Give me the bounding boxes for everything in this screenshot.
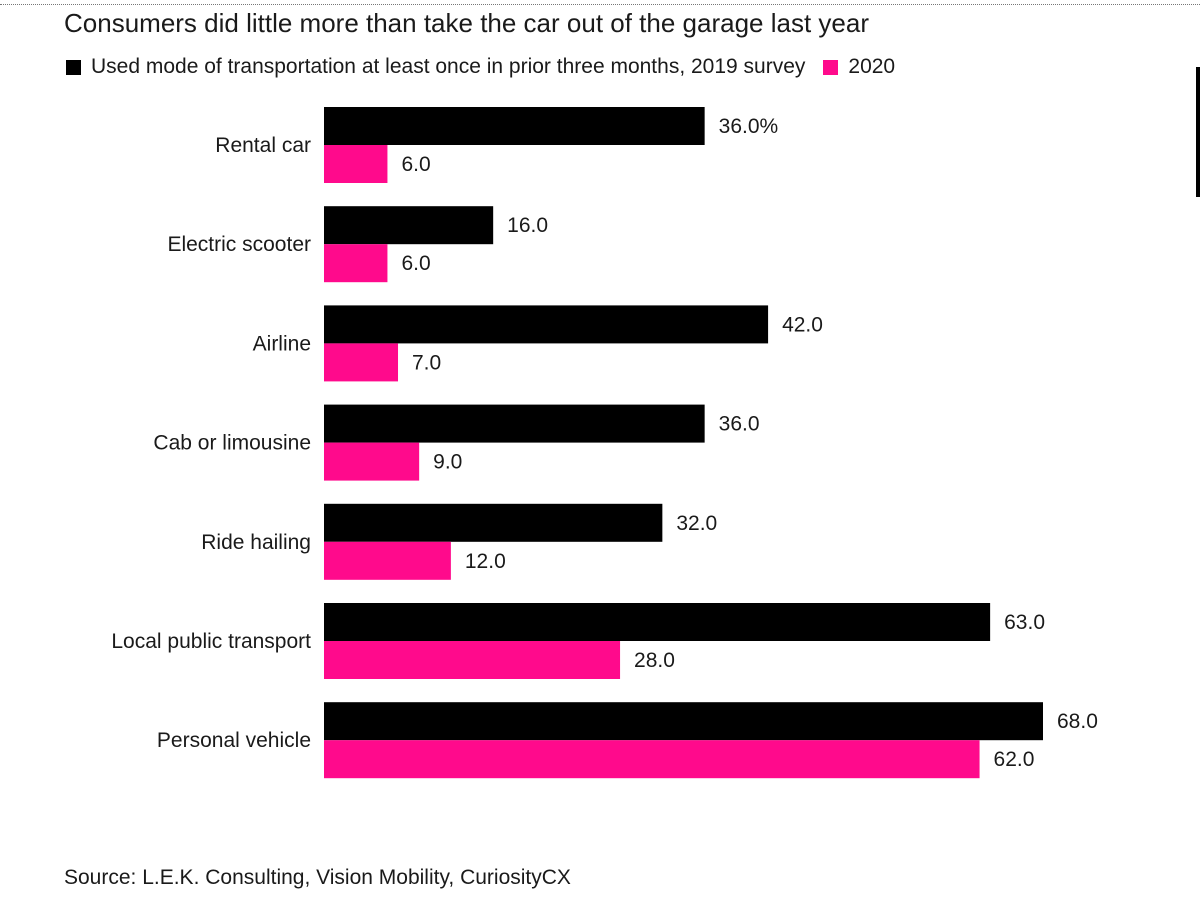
category-label-ride-hailing: Ride hailing [201, 531, 311, 554]
value-label-2020-rental-car: 6.0 [401, 153, 430, 176]
legend-swatch-2019 [66, 59, 81, 75]
bar-2020-ride-hailing [324, 541, 451, 580]
bar-2019-cab-or-limousine [324, 404, 705, 443]
side-accent-bar [1196, 67, 1200, 197]
category-label-airline: Airline [253, 332, 311, 355]
bar-2020-cab-or-limousine [324, 442, 420, 481]
value-label-2019-local-public-transport: 63.0 [1004, 611, 1045, 634]
value-label-2020-personal-vehicle: 62.0 [994, 748, 1035, 771]
value-label-2020-ride-hailing: 12.0 [465, 550, 506, 573]
value-label-2019-ride-hailing: 32.0 [676, 512, 717, 535]
value-label-2020-airline: 7.0 [412, 351, 441, 374]
category-label-personal-vehicle: Personal vehicle [157, 729, 311, 752]
value-label-2020-cab-or-limousine: 9.0 [433, 451, 462, 474]
chart-title: Consumers did little more than take the … [64, 8, 869, 38]
category-label-rental-car: Rental car [215, 134, 311, 157]
value-label-2019-rental-car: 36.0% [719, 115, 779, 138]
bar-2020-rental-car [324, 145, 388, 183]
legend-entry-2019: Used mode of transportation at least onc… [66, 55, 805, 79]
value-label-2019-personal-vehicle: 68.0 [1057, 710, 1098, 733]
bar-2019-personal-vehicle [324, 702, 1043, 741]
value-label-2019-cab-or-limousine: 36.0 [719, 413, 760, 436]
legend-entry-2020: 2020 [823, 55, 895, 79]
value-label-2020-local-public-transport: 28.0 [634, 649, 675, 672]
legend-label-2020: 2020 [848, 55, 896, 78]
legend: Used mode of transportation at least onc… [66, 55, 895, 79]
legend-label-2019: Used mode of transportation at least onc… [91, 55, 806, 78]
bar-2019-local-public-transport [324, 603, 991, 641]
bar-2020-local-public-transport [324, 641, 621, 679]
legend-swatch-2020 [823, 59, 839, 75]
bar-2019-airline [324, 305, 769, 344]
category-label-cab-or-limousine: Cab or limousine [153, 432, 311, 455]
bar-2019-electric-scooter [324, 206, 494, 245]
bar-2019-ride-hailing [324, 503, 663, 542]
category-label-local-public-transport: Local public transport [111, 630, 311, 653]
value-label-2019-electric-scooter: 16.0 [507, 214, 548, 237]
bar-2020-personal-vehicle [324, 740, 980, 779]
category-label-electric-scooter: Electric scooter [167, 233, 311, 256]
bar-2020-airline [324, 343, 399, 382]
value-label-2019-airline: 42.0 [782, 313, 823, 336]
source-note: Source: L.E.K. Consulting, Vision Mobili… [64, 866, 571, 889]
top-dotted-rule [0, 4, 1200, 5]
bar-2019-rental-car [324, 107, 705, 145]
bar-2020-electric-scooter [324, 244, 388, 283]
value-label-2020-electric-scooter: 6.0 [401, 252, 430, 275]
